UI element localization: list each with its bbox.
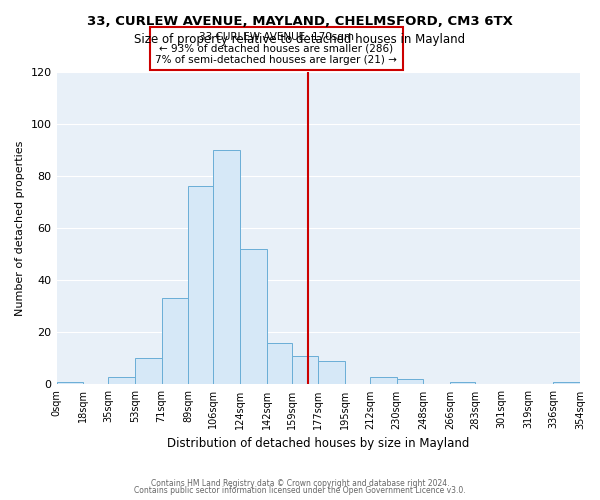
Bar xyxy=(188,186,213,384)
Bar xyxy=(161,298,188,384)
Bar xyxy=(318,361,345,384)
Text: Size of property relative to detached houses in Mayland: Size of property relative to detached ho… xyxy=(134,32,466,46)
X-axis label: Distribution of detached houses by size in Mayland: Distribution of detached houses by size … xyxy=(167,437,469,450)
Bar xyxy=(213,150,240,384)
Bar xyxy=(56,382,83,384)
Bar xyxy=(370,376,397,384)
Bar xyxy=(397,379,423,384)
Text: Contains public sector information licensed under the Open Government Licence v3: Contains public sector information licen… xyxy=(134,486,466,495)
Y-axis label: Number of detached properties: Number of detached properties xyxy=(15,140,25,316)
Bar xyxy=(292,356,318,384)
Bar xyxy=(266,342,292,384)
Text: 33, CURLEW AVENUE, MAYLAND, CHELMSFORD, CM3 6TX: 33, CURLEW AVENUE, MAYLAND, CHELMSFORD, … xyxy=(87,15,513,28)
Text: 33 CURLEW AVENUE: 170sqm
← 93% of detached houses are smaller (286)
7% of semi-d: 33 CURLEW AVENUE: 170sqm ← 93% of detach… xyxy=(155,32,397,65)
Bar xyxy=(553,382,580,384)
Bar xyxy=(240,249,266,384)
Bar xyxy=(108,376,135,384)
Bar xyxy=(135,358,161,384)
Text: Contains HM Land Registry data © Crown copyright and database right 2024.: Contains HM Land Registry data © Crown c… xyxy=(151,478,449,488)
Bar xyxy=(450,382,475,384)
